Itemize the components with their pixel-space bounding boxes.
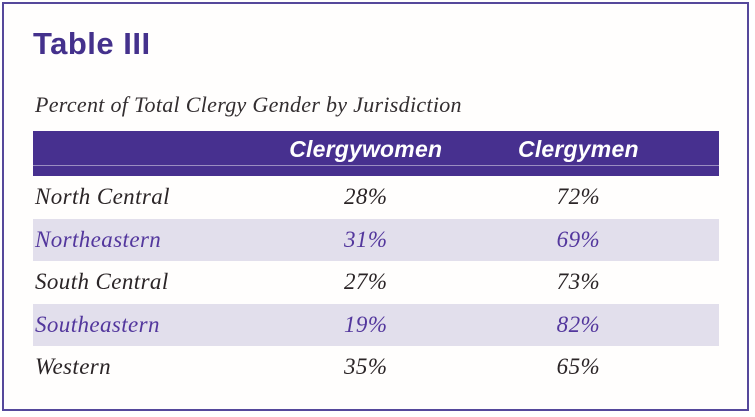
clergymen-value: 82%: [556, 311, 601, 337]
clergywomen-value: 28%: [344, 184, 388, 210]
clergymen-value: 65%: [556, 354, 601, 380]
clergywomen-value: 27%: [344, 269, 388, 295]
table-row-south-central: South Central 27% 73%: [33, 261, 719, 304]
table-subtitle: Percent of Total Clergy Gender by Jurisd…: [35, 92, 462, 117]
column-header-clergywomen: Clergywomen: [289, 136, 443, 162]
clergywomen-value: 19%: [344, 311, 388, 337]
jurisdiction-label: Northeastern: [35, 226, 162, 252]
table-card-content: Table III Percent of Total Clergy Gender…: [4, 4, 747, 389]
table-row-north-central: North Central 28% 72%: [33, 176, 719, 219]
column-header-jurisdiction: [33, 150, 259, 158]
jurisdiction-label: Western: [35, 354, 112, 380]
jurisdiction-label: North Central: [35, 184, 170, 210]
clergymen-value: 72%: [556, 184, 601, 210]
table-row-western: Western 35% 65%: [33, 346, 719, 389]
header-divider-line: [33, 165, 719, 166]
table-header-row: Clergywomen Clergymen: [33, 131, 719, 176]
clergymen-value: 73%: [556, 269, 601, 295]
jurisdiction-label: South Central: [35, 269, 169, 295]
table-row-northeastern: Northeastern 31% 69%: [33, 218, 719, 261]
clergy-gender-table: Clergywomen Clergymen North Central 28% …: [33, 131, 719, 389]
clergymen-value: 69%: [556, 226, 601, 252]
clergywomen-value: 35%: [344, 354, 388, 380]
table-card-frame: Table III Percent of Total Clergy Gender…: [2, 2, 749, 411]
table-row-southeastern: Southeastern 19% 82%: [33, 303, 719, 346]
clergywomen-value: 31%: [344, 226, 388, 252]
table-title: Table III: [33, 26, 151, 61]
column-header-clergymen: Clergymen: [518, 136, 639, 162]
jurisdiction-label: Southeastern: [35, 311, 160, 337]
